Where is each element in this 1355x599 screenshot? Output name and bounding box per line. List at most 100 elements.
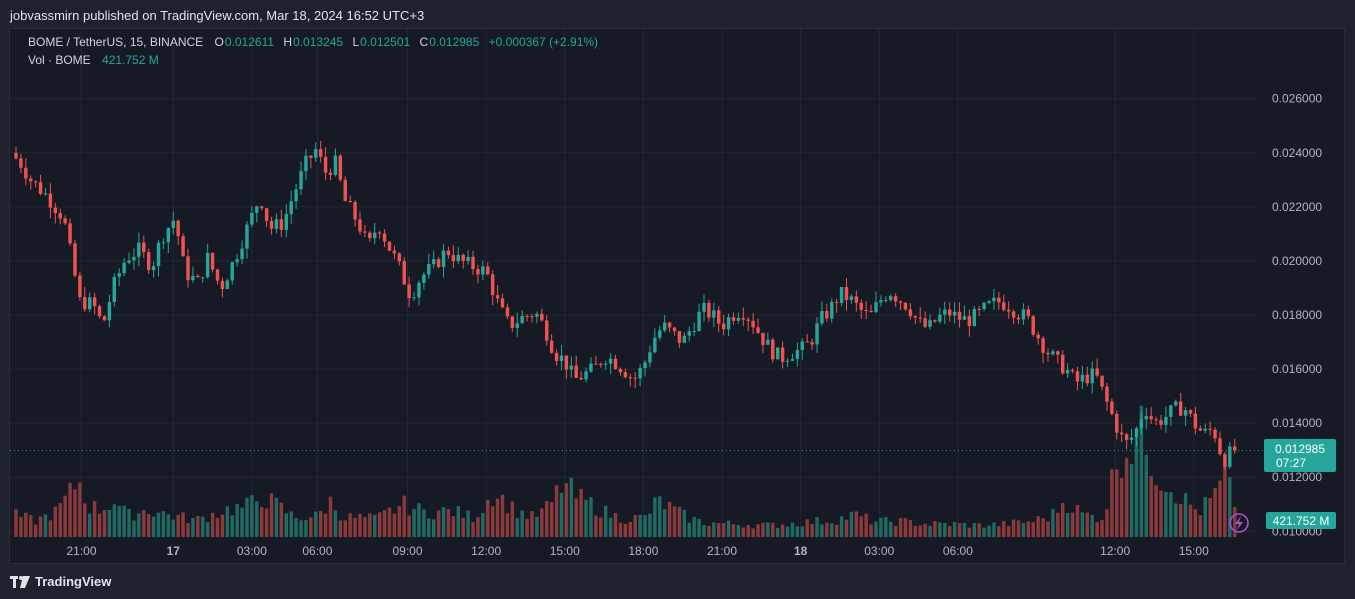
volume-bar xyxy=(854,511,859,537)
candle-body xyxy=(412,297,416,299)
lightning-icon[interactable] xyxy=(1229,513,1249,533)
volume-bar xyxy=(97,513,102,537)
volume-bar xyxy=(392,513,397,537)
chart-frame[interactable]: 0.026000 0.024000 0.022000 0.020000 0.018000… xyxy=(9,28,1345,564)
volume-bar xyxy=(1119,478,1124,537)
volume-bar xyxy=(24,512,28,537)
published-byline: jobvassmirn published on TradingView.com… xyxy=(10,8,425,23)
candle-body xyxy=(1105,386,1109,402)
x-tick-label: 06:00 xyxy=(943,544,973,558)
candle-body xyxy=(623,372,628,378)
candle-body xyxy=(486,266,490,275)
volume-bar xyxy=(92,501,97,537)
volume-bar xyxy=(1021,523,1026,537)
volume-bar xyxy=(869,524,873,537)
candle-body xyxy=(731,317,736,321)
candle-body xyxy=(800,341,804,351)
candle-body xyxy=(692,330,696,332)
candle-body xyxy=(918,317,922,319)
volume-bar xyxy=(864,513,868,537)
volume-bar xyxy=(947,526,952,537)
volume-bar xyxy=(102,510,107,537)
candle-body xyxy=(564,355,569,370)
volume-bar xyxy=(898,518,903,537)
candle-body xyxy=(913,316,918,318)
tradingview-logo[interactable]: TradingView xyxy=(10,574,111,589)
volume-bar xyxy=(422,509,426,537)
volume-bar xyxy=(161,511,166,537)
volume-bar xyxy=(672,506,677,537)
volume-bar xyxy=(505,513,510,537)
volume-bar xyxy=(510,501,515,537)
candle-body xyxy=(608,358,613,364)
volume-bar xyxy=(48,520,53,537)
volume-bar xyxy=(923,523,927,537)
volume-bar xyxy=(1031,522,1035,537)
volume-bar xyxy=(68,482,72,537)
candle-body xyxy=(540,313,544,321)
candle-body xyxy=(874,302,878,312)
candle-body xyxy=(181,236,185,257)
volume-bar xyxy=(525,518,529,537)
candle-body xyxy=(903,302,908,310)
volume-bars xyxy=(14,405,1237,537)
candle-body xyxy=(1119,432,1124,435)
volume-bar xyxy=(1041,518,1045,537)
candle-body xyxy=(1080,374,1085,382)
volume-bar xyxy=(1070,512,1075,537)
volume-bar xyxy=(402,495,406,537)
candle-body xyxy=(210,252,215,270)
y-tick-label: 0.020000 xyxy=(1272,254,1322,268)
volume-bar xyxy=(73,489,77,537)
time-axis[interactable]: 21:00 17 03:00 06:00 09:00 12:00 15:00 18:00 21:… xyxy=(67,544,1210,558)
candle-body xyxy=(1046,352,1050,355)
volume-bar xyxy=(230,515,234,537)
price-chart[interactable]: 0.026000 0.024000 0.022000 0.020000 0.018000… xyxy=(10,29,1344,563)
volume-bar xyxy=(387,507,392,537)
candle-body xyxy=(1070,370,1075,372)
volume-title[interactable]: Vol · BOME xyxy=(28,53,91,67)
candle-body xyxy=(191,275,195,281)
candle-body xyxy=(933,320,937,322)
candlesticks xyxy=(14,140,1237,470)
candle-body xyxy=(387,241,392,251)
chart-grid xyxy=(10,29,1258,537)
volume-bar xyxy=(1061,502,1065,537)
volume-bar xyxy=(692,517,696,537)
symbol-title[interactable]: BOME / TetherUS, 15, BINANCE xyxy=(28,35,204,49)
candle-body xyxy=(830,302,834,319)
volume-bar xyxy=(618,522,623,537)
volume-bar xyxy=(889,521,893,537)
candle-body xyxy=(304,155,308,172)
candle-body xyxy=(928,320,932,327)
volume-bar xyxy=(142,510,146,537)
x-tick-label: 03:00 xyxy=(237,544,267,558)
candle-body xyxy=(137,242,141,257)
candle-body xyxy=(952,311,957,316)
candle-body xyxy=(373,232,377,239)
volume-bar xyxy=(486,499,490,537)
candle-body xyxy=(761,332,765,345)
candle-body xyxy=(368,232,372,239)
volume-bar xyxy=(250,495,254,537)
volume-bar xyxy=(284,513,288,537)
x-tick-label: 18 xyxy=(794,544,808,558)
volume-bar xyxy=(545,501,549,537)
candle-body xyxy=(127,260,131,263)
volume-bar xyxy=(879,517,883,537)
volume-bar xyxy=(299,520,303,537)
candle-body xyxy=(255,206,259,213)
volume-bar xyxy=(608,517,613,537)
candle-body xyxy=(1149,416,1153,420)
candle-body xyxy=(353,202,357,220)
volume-bar xyxy=(952,521,957,537)
candle-body xyxy=(220,280,225,289)
candle-body xyxy=(898,301,903,303)
candle-body xyxy=(859,302,863,310)
volume-bar xyxy=(653,497,657,537)
volume-bar xyxy=(1193,509,1198,537)
volume-bar xyxy=(903,518,908,537)
volume-bar xyxy=(436,510,441,537)
candle-body xyxy=(805,341,809,343)
candle-body xyxy=(73,243,77,276)
